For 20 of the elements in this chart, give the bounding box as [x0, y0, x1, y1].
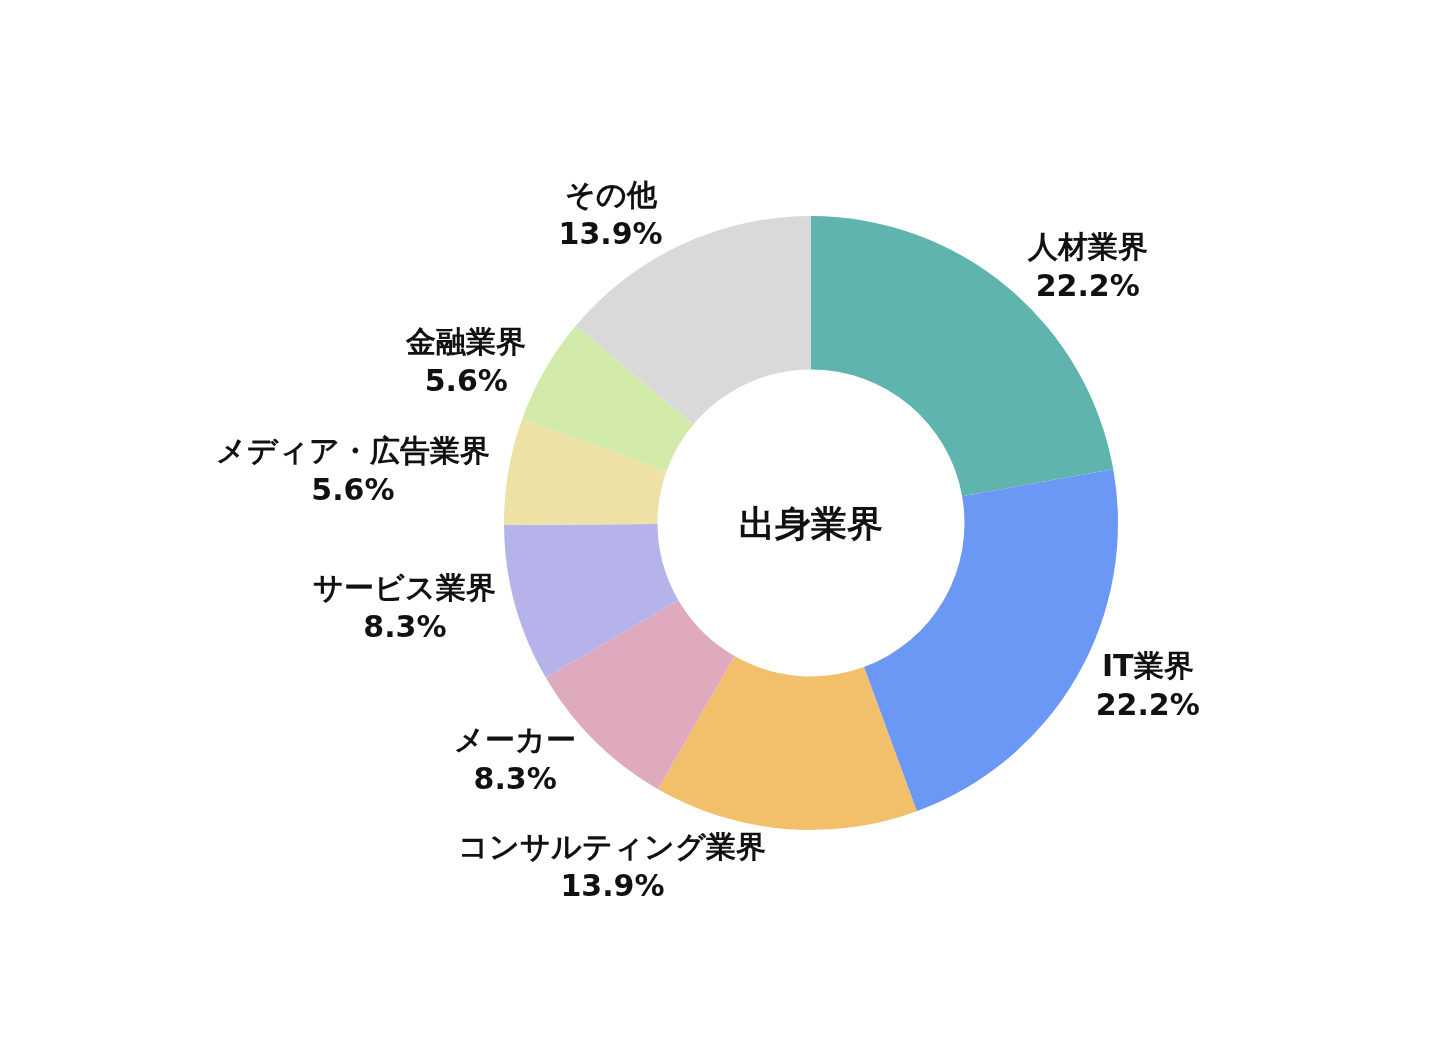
slice-label: 人材業界	[1026, 228, 1148, 264]
slice-label: メディア・広告業界	[215, 433, 490, 469]
slice-label: IT業界	[1101, 648, 1194, 684]
data-label: 22.2%	[1095, 687, 1200, 723]
slice-label: その他	[564, 177, 658, 213]
slice-label: メーカー	[454, 722, 577, 758]
data-label: 5.6%	[424, 362, 508, 398]
donut-slice	[504, 419, 667, 525]
data-label: 8.3%	[363, 608, 447, 644]
donut-slice	[504, 523, 679, 678]
data-label: 22.2%	[1035, 267, 1140, 303]
slice-label: サービス業界	[313, 569, 497, 605]
data-label: 13.9%	[560, 867, 665, 903]
slice-label: コンサルティング業界	[458, 828, 767, 864]
data-label: 13.9%	[558, 216, 663, 252]
data-label: 5.6%	[311, 472, 395, 508]
donut-slice	[658, 656, 917, 830]
text: 出身業界	[739, 503, 883, 544]
data-label: 8.3%	[473, 761, 557, 797]
slice-label: 金融業界	[405, 323, 527, 359]
